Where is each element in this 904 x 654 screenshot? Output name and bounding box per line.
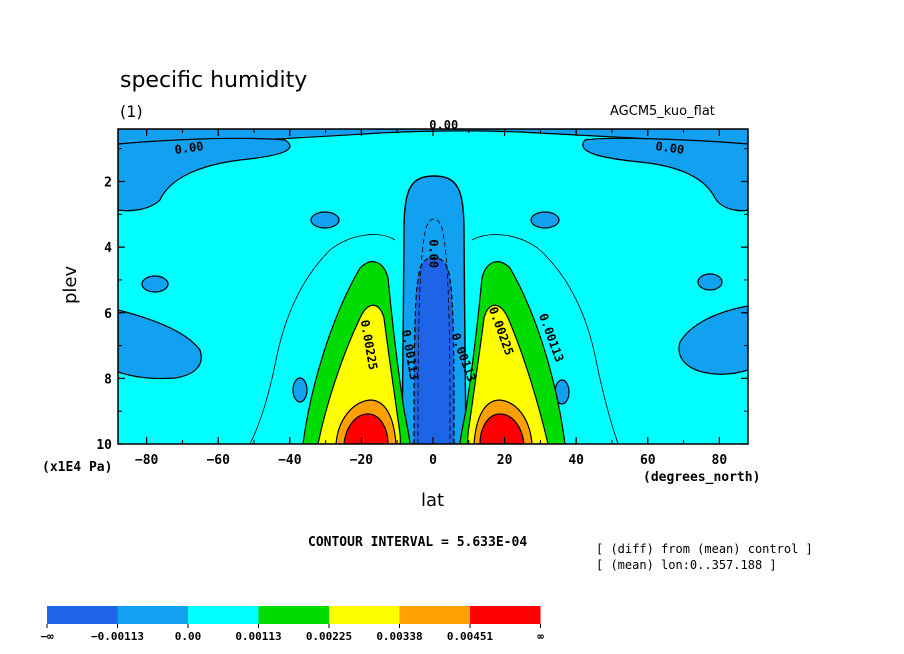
x-tick-label: 20 bbox=[497, 453, 513, 468]
colorbar: −∞ −0.00113 0.00 0.00113 0.00225 0.00338 0.004… bbox=[40, 606, 544, 643]
colorbar-swatch bbox=[470, 606, 541, 624]
x-tick-label: 0 bbox=[429, 453, 437, 468]
x-axis-unit: (degrees_north) bbox=[643, 470, 761, 485]
x-tick-label: 60 bbox=[640, 453, 656, 468]
colorbar-swatch bbox=[117, 606, 188, 624]
fill-center-core bbox=[413, 257, 455, 444]
fill-small-blob-2 bbox=[310, 211, 340, 229]
note-diff: [ (diff) from (mean) control ] bbox=[596, 542, 813, 556]
colorbar-label: −∞ bbox=[40, 630, 54, 643]
x-tick-label: 80 bbox=[712, 453, 728, 468]
experiment-label: AGCM5_kuo_flat bbox=[610, 104, 715, 119]
contour-interval-label: CONTOUR INTERVAL = 5.633E-04 bbox=[308, 535, 528, 550]
fill-left-mid bbox=[118, 309, 202, 380]
y-tick-label: 2 bbox=[104, 176, 112, 191]
x-axis-label: lat bbox=[421, 490, 445, 511]
colorbar-swatch bbox=[188, 606, 259, 624]
colorbar-swatch bbox=[258, 606, 329, 624]
colorbar-label: −0.00113 bbox=[91, 630, 144, 643]
fill-small-blob-4 bbox=[697, 273, 723, 291]
fill-right-red bbox=[479, 413, 525, 444]
colorbar-label: 0.00451 bbox=[447, 630, 494, 643]
fill-small-blob-5 bbox=[292, 377, 308, 403]
x-tick-label: −40 bbox=[278, 453, 302, 468]
contour-thin-left bbox=[249, 234, 396, 444]
y-tick-label: 6 bbox=[104, 307, 112, 322]
colorbar-label: 0.00338 bbox=[376, 630, 422, 643]
fill-right-upper bbox=[582, 137, 748, 212]
note-mean-lon: [ (mean) lon:0..357.188 ] bbox=[596, 558, 777, 572]
contour-thin-right bbox=[471, 234, 619, 444]
x-tick-label: −20 bbox=[350, 453, 374, 468]
x-tick-label: 40 bbox=[568, 453, 584, 468]
fill-small-blob-1 bbox=[141, 275, 169, 293]
chart-subtitle: (1) bbox=[120, 102, 143, 121]
fill-left-upper bbox=[118, 137, 291, 212]
contour-dashed-center bbox=[417, 218, 451, 444]
contour-label: 0.00 bbox=[429, 118, 458, 132]
contour-label: 0.00 bbox=[174, 139, 205, 157]
contour-fills bbox=[118, 129, 748, 444]
colorbar-swatch bbox=[47, 606, 118, 624]
colorbar-swatch bbox=[329, 606, 400, 624]
colorbar-label: 0.00 bbox=[175, 630, 202, 643]
y-tick-label: 8 bbox=[104, 372, 112, 387]
y-tick-label: 4 bbox=[104, 241, 112, 256]
fill-small-blob-3 bbox=[530, 211, 560, 229]
x-tick-label: −80 bbox=[135, 453, 159, 468]
colorbar-label: ∞ bbox=[537, 630, 544, 643]
contour-label: 0.00 bbox=[655, 139, 686, 157]
contour-label: 0.00 bbox=[426, 239, 440, 268]
y-axis-unit: (x1E4 Pa) bbox=[42, 460, 113, 475]
y-axis-ticks: 2 4 6 8 10 bbox=[96, 148, 748, 453]
colorbar-swatch bbox=[399, 606, 470, 624]
chart-title: specific humidity bbox=[120, 68, 308, 93]
fill-left-red bbox=[343, 413, 389, 444]
x-axis-ticks: −80 −60 −40 −20 0 20 40 60 80 bbox=[135, 129, 727, 468]
colorbar-label: 0.00225 bbox=[306, 630, 352, 643]
colorbar-label: 0.00113 bbox=[235, 630, 281, 643]
fill-right-mid bbox=[678, 305, 748, 375]
y-tick-label: 10 bbox=[96, 438, 112, 453]
x-tick-label: −60 bbox=[206, 453, 230, 468]
